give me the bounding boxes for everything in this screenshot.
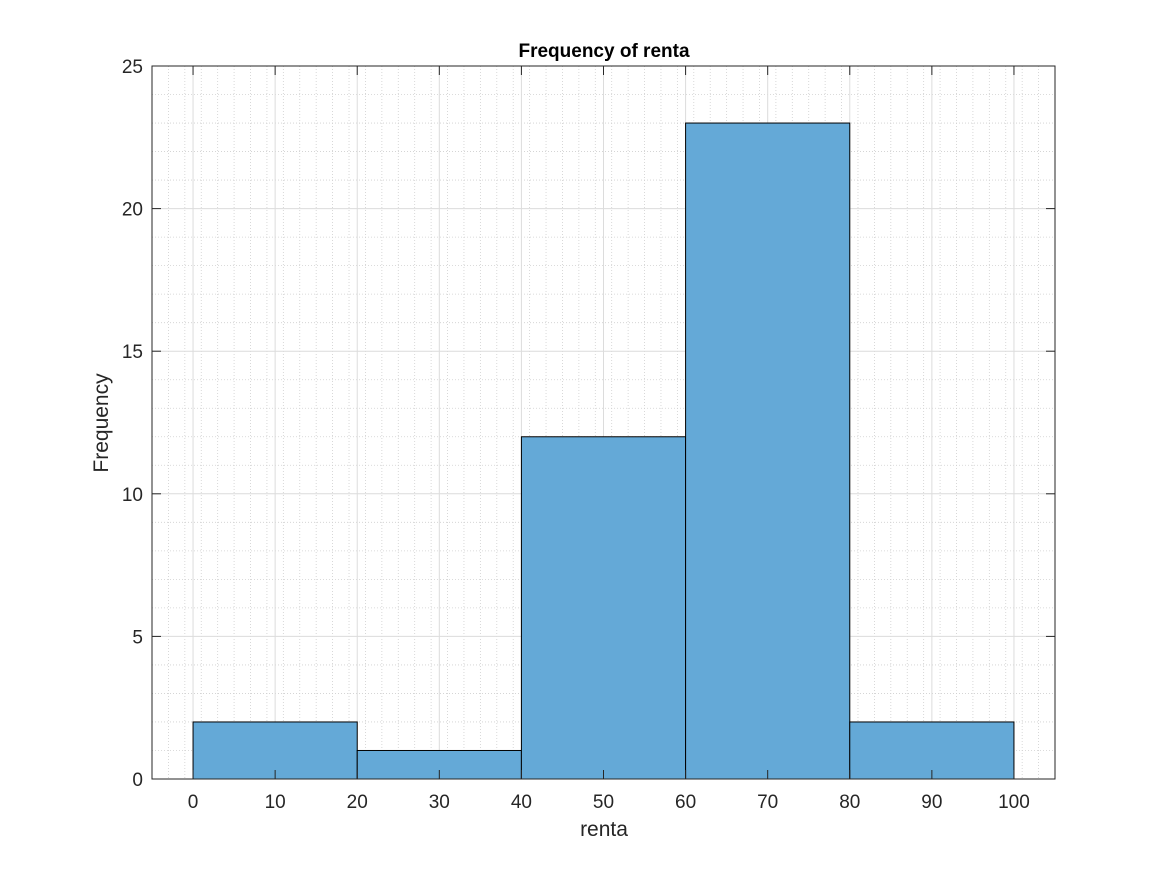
y-tick-labels: 0 5 10 15 20 25 xyxy=(122,57,143,791)
histogram-bar xyxy=(520,436,687,780)
x-tick-label: 10 xyxy=(265,792,286,813)
tick-marks xyxy=(152,65,1055,780)
y-tick-label: 5 xyxy=(132,627,143,648)
x-axis-label: renta xyxy=(580,818,628,841)
y-tick-label: 15 xyxy=(122,342,143,363)
x-tick-labels: 0 10 20 30 40 50 60 70 80 90 100 xyxy=(188,792,1030,813)
x-tick-label: 40 xyxy=(511,792,532,813)
x-tick-label: 90 xyxy=(921,792,942,813)
histogram-bar xyxy=(192,721,358,780)
histogram-bar xyxy=(685,122,851,780)
x-tick-label: 0 xyxy=(188,792,199,813)
y-tick-label: 25 xyxy=(122,57,143,78)
x-tick-label: 20 xyxy=(347,792,368,813)
histogram-bars xyxy=(192,122,1015,780)
x-tick-label: 60 xyxy=(675,792,696,813)
plot-area: 0 10 20 30 40 50 60 70 80 90 100 0 5 10 15 20 25 xyxy=(122,57,1056,813)
histogram-bar xyxy=(849,721,1015,780)
y-tick-label: 20 xyxy=(122,200,143,221)
x-tick-label: 80 xyxy=(839,792,860,813)
y-tick-label: 0 xyxy=(132,770,143,791)
x-tick-label: 50 xyxy=(593,792,614,813)
chart-title: Frequency of renta xyxy=(518,41,689,62)
x-tick-label: 30 xyxy=(429,792,450,813)
x-tick-label: 70 xyxy=(757,792,778,813)
y-tick-label: 10 xyxy=(122,485,143,506)
x-tick-label: 100 xyxy=(998,792,1030,813)
y-axis-label: Frequency xyxy=(90,373,113,473)
